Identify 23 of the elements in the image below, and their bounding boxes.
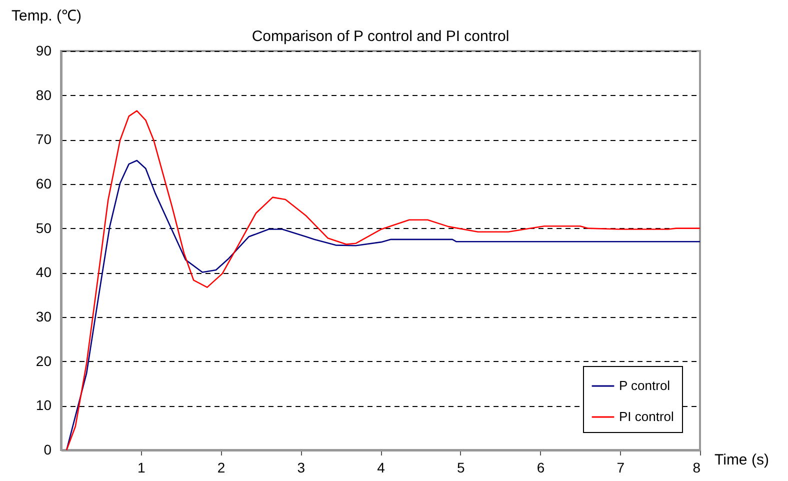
x-tick-label: 1 <box>137 460 146 476</box>
x-tick-label: 7 <box>616 460 625 476</box>
y-tick-label: 30 <box>36 308 52 324</box>
x-tick-label: 3 <box>297 460 306 476</box>
y-tick-label: 0 <box>44 442 52 458</box>
x-tick-label: 2 <box>217 460 226 476</box>
x-tick-label: 8 <box>692 460 701 476</box>
y-tick-label: 20 <box>36 352 52 369</box>
y-tick-label: 80 <box>36 86 52 103</box>
y-tick-label: 40 <box>36 264 52 280</box>
y-tick-label: 50 <box>36 220 52 236</box>
y-axis-title: Temp. (℃) <box>12 8 82 24</box>
x-tick-label: 5 <box>456 460 465 476</box>
y-tick-label: 10 <box>36 397 52 414</box>
y-tick-label: 90 <box>36 42 52 58</box>
legend-label: P control <box>619 378 670 393</box>
x-axis-title: Time (s) <box>714 452 769 468</box>
x-tick-label: 6 <box>536 460 545 476</box>
legend-label: PI control <box>619 409 674 424</box>
y-tick-label: 60 <box>36 176 52 192</box>
chart-title: Comparison of P control and PI control <box>252 28 510 45</box>
x-tick-label: 4 <box>377 460 386 476</box>
y-tick-label: 70 <box>36 131 52 148</box>
